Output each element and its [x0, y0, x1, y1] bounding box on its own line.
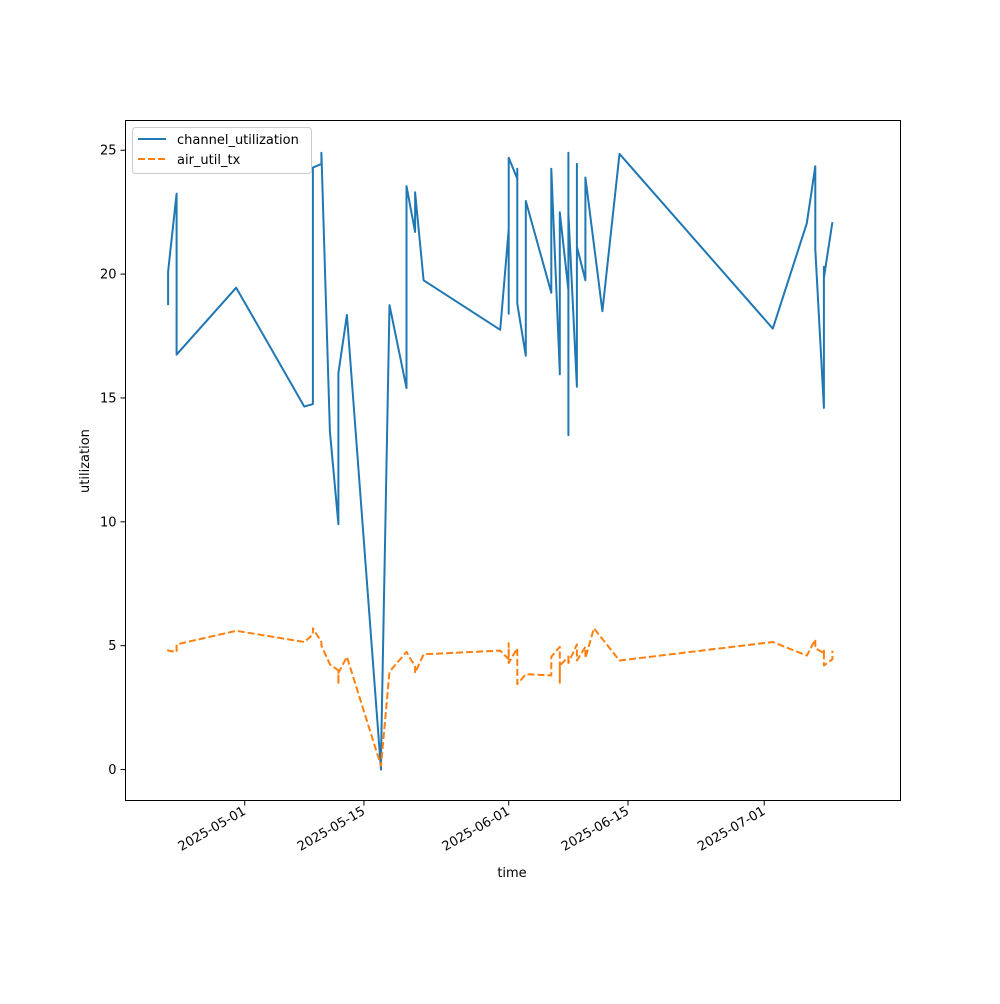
y-tick-label: 25 [100, 144, 117, 159]
x-tick-label: 2025-05-01 [176, 804, 249, 855]
y-tick-label: 5 [108, 639, 116, 654]
legend-label-channel-utilization: channel_utilization [177, 133, 299, 148]
y-tick-label: 15 [100, 391, 117, 406]
x-tick-label: 2025-07-01 [695, 804, 768, 855]
x-tick-label: 2025-05-15 [295, 804, 368, 855]
y-axis: 0 5 10 15 20 25 [100, 144, 126, 778]
x-axis-label: time [497, 866, 526, 881]
x-axis: 2025-05-01 2025-05-15 2025-06-01 2025-06-15… [176, 800, 768, 855]
x-tick-label: 2025-06-01 [440, 804, 513, 855]
y-tick-label: 10 [100, 515, 117, 530]
legend: channel_utilization air_util_tx [132, 127, 312, 174]
legend-box [132, 127, 312, 174]
y-tick-label: 0 [108, 763, 116, 778]
x-tick-label: 2025-06-15 [559, 804, 632, 855]
y-tick-label: 20 [100, 268, 117, 283]
series-layer [167, 151, 834, 771]
plot-frame [125, 120, 901, 801]
y-axis-label: utilization [78, 429, 93, 493]
series-line-air-util-tx [167, 627, 834, 767]
legend-label-air-util-tx: air_util_tx [177, 153, 241, 168]
series-line-channel-utilization [167, 151, 834, 771]
